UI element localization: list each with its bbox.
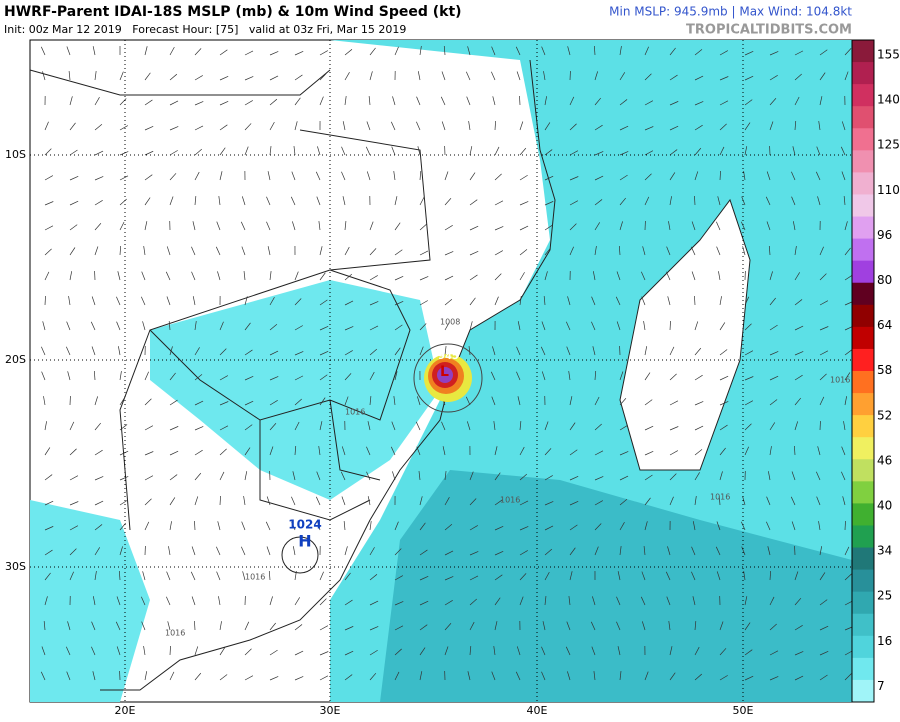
colorbar-swatch <box>852 437 874 460</box>
contour-label: 1016 <box>345 408 365 417</box>
colorbar-swatch <box>852 614 874 637</box>
high-letter: H <box>298 532 311 551</box>
colorbar-swatch <box>852 349 874 372</box>
lat-label: 30S <box>5 560 26 573</box>
colorbar-swatch <box>852 592 874 615</box>
colorbar-swatch <box>852 128 874 151</box>
colorbar-swatch <box>852 106 874 129</box>
colorbar-swatch <box>852 305 874 328</box>
low-pressure: 945 <box>438 351 459 362</box>
colorbar-swatch <box>852 172 874 195</box>
contour-label: 1016 <box>710 493 730 502</box>
contour-label: 1008 <box>440 318 460 327</box>
colorbar-label: 155 <box>877 48 900 62</box>
lat-label: 10S <box>5 148 26 161</box>
colorbar-swatch <box>852 62 874 85</box>
colorbar-label: 64 <box>877 318 892 332</box>
colorbar-swatch <box>852 327 874 350</box>
colorbar-swatch <box>852 194 874 217</box>
colorbar-swatch <box>852 261 874 284</box>
colorbar-swatch <box>852 84 874 107</box>
colorbar-label: 58 <box>877 363 892 377</box>
lat-label: 20S <box>5 353 26 366</box>
colorbar-label: 16 <box>877 634 892 648</box>
colorbar-label: 52 <box>877 408 892 422</box>
contour-label: 1016 <box>830 376 850 385</box>
colorbar-label: 110 <box>877 183 900 197</box>
colorbar-swatch <box>852 525 874 548</box>
site: TROPICALTIDBITS.COM <box>686 23 852 38</box>
colorbar-swatch <box>852 217 874 240</box>
colorbar-swatch <box>852 503 874 526</box>
colorbar-label: 25 <box>877 589 892 603</box>
contour-label: 1016 <box>165 629 185 638</box>
colorbar-swatch <box>852 636 874 659</box>
colorbar-swatch <box>852 393 874 416</box>
colorbar-swatch <box>852 150 874 173</box>
low-letter: L <box>440 364 449 380</box>
lon-label: 20E <box>115 704 136 717</box>
colorbar-swatch <box>852 548 874 571</box>
title: HWRF-Parent IDAI-18S MSLP (mb) & 10m Win… <box>4 4 462 20</box>
colorbar-label: 7 <box>877 679 885 693</box>
colorbar-swatch <box>852 570 874 593</box>
contour-label: 1016 <box>500 496 520 505</box>
contour-label: 1016 <box>245 573 265 582</box>
colorbar-label: 80 <box>877 273 892 287</box>
colorbar-label: 140 <box>877 93 900 107</box>
colorbar-swatch <box>852 481 874 504</box>
colorbar-swatch <box>852 658 874 681</box>
colorbar-label: 96 <box>877 228 892 242</box>
high-pressure: 1024 <box>288 518 321 532</box>
lon-label: 50E <box>733 704 754 717</box>
colorbar-swatch <box>852 40 874 63</box>
colorbar-label: 40 <box>877 499 892 513</box>
info: Init: 00z Mar 12 2019 Forecast Hour: [75… <box>4 23 406 36</box>
colorbar-swatch <box>852 415 874 438</box>
colorbar-swatch <box>852 371 874 394</box>
lon-label: 30E <box>320 704 341 717</box>
colorbar-swatch <box>852 239 874 262</box>
colorbar-label: 34 <box>877 544 892 558</box>
colorbar-label: 125 <box>877 138 900 152</box>
lon-label: 40E <box>527 704 548 717</box>
colorbar: 155 140 125 110 96 80 64 58 52 46 40 34 25 16 7 <box>852 40 900 703</box>
colorbar-swatch <box>852 283 874 306</box>
colorbar-swatch <box>852 459 874 482</box>
colorbar-swatch <box>852 680 874 703</box>
colorbar-label: 46 <box>877 453 892 467</box>
stats: Min MSLP: 945.9mb | Max Wind: 104.8kt <box>609 5 852 19</box>
